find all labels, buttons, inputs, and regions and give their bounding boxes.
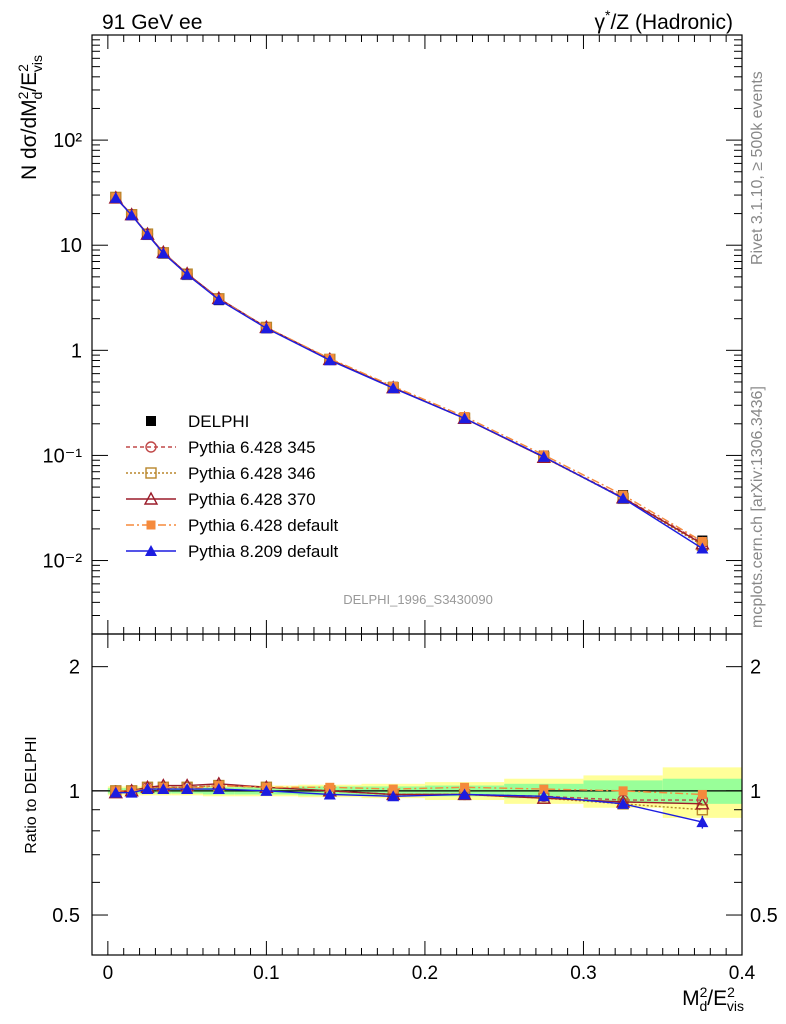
ratio-point [260, 784, 273, 796]
legend-marker [143, 491, 159, 505]
ratio-frame [91, 633, 743, 956]
ratio-point [696, 804, 709, 816]
legend-marker [145, 441, 157, 453]
series-point [458, 412, 471, 424]
right-title: γ*/Z (Hadronic) [595, 7, 733, 34]
series-point [323, 354, 336, 366]
y-axis-label-bottom: Ratio to DELPHI [23, 736, 40, 853]
legend: DELPHI Pythia 6.428 345 Pythia 6.428 346 Py… [126, 412, 339, 561]
main-axis-label: N dσ/dM2d/E2vis [15, 55, 45, 180]
legend-marker [145, 467, 157, 479]
legend-label: DELPHI [188, 412, 249, 431]
ratio-point [323, 788, 336, 800]
x-axis-title: M2 d/E2 vis [682, 984, 744, 1014]
ratio-tick-label-right: 0.5 [750, 905, 778, 927]
x-axis-label: M2 d/E2 vis [682, 984, 744, 1014]
x-tick-label: 0.4 [729, 963, 756, 984]
series-point [696, 542, 709, 554]
series-point [260, 322, 273, 334]
ratio-point [157, 783, 170, 795]
ratio-tick-label-left: 0.5 [52, 905, 80, 927]
ratio-point [537, 790, 550, 802]
y-tick-label: 10⁻¹ [43, 445, 83, 467]
ratio-point [141, 783, 154, 795]
y-tick-label: 10⁻² [43, 551, 83, 573]
x-tick-label: 0.1 [253, 963, 279, 984]
ratio-point [539, 784, 549, 794]
ratio-point [212, 783, 225, 795]
legend-marker [145, 545, 157, 556]
series-point [181, 268, 194, 280]
ratio-point [695, 796, 710, 810]
y-axis-label-top: N dσ/dM2d/E2vis [15, 55, 45, 180]
rivet-label: Rivet 3.1.10, ≥ 500k events [749, 71, 766, 265]
ratio-tick-label-left: 2 [69, 657, 80, 679]
ratio-point [617, 797, 630, 809]
ratio-tick-label-right: 1 [750, 781, 761, 803]
ratio-point [109, 786, 122, 798]
series-point [387, 382, 400, 394]
legend-label: Pythia 8.209 default [188, 542, 339, 561]
left-title: 91 GeV ee [102, 11, 202, 34]
series-point [537, 450, 550, 462]
ratio-point [181, 783, 194, 795]
series-point [109, 191, 122, 203]
ratio-tick-label-left: 1 [69, 781, 80, 803]
ratio-point [697, 789, 707, 799]
ratio-point [458, 788, 471, 800]
series-point [212, 293, 225, 305]
legend-label: Pythia 6.428 default [188, 516, 339, 535]
ratio-point [125, 786, 138, 798]
legend-label: Pythia 6.428 346 [188, 464, 316, 483]
analysis-id: DELPHI_1996_S3430090 [343, 592, 493, 607]
main-panel: 10⁻² 10⁻¹ 1 10 10² [43, 34, 743, 955]
ratio-tick-label-right: 2 [750, 657, 761, 679]
x-tick-label: 0.3 [570, 963, 596, 984]
legend-marker [146, 416, 156, 426]
ratio-point [618, 786, 628, 796]
ratio-point [325, 782, 335, 792]
mcplots-label: mcplots.cern.ch [arXiv:1306.3436] [749, 386, 766, 628]
ratio-axis-label: Ratio to DELPHI [23, 736, 40, 853]
y-tick-label: 10² [53, 130, 82, 152]
legend-label: Pythia 6.428 345 [188, 438, 316, 457]
series-point [141, 228, 154, 240]
ratio-point [460, 782, 470, 792]
ratio-point [387, 790, 400, 802]
ratio-panel: 0 0.1 0.2 0.3 0.4 0.5 0.5 1 1 2 2 [52, 633, 778, 984]
x-tick-label: 0.2 [412, 963, 438, 984]
ratio-point [388, 784, 398, 794]
series-point [617, 492, 630, 504]
y-tick-label: 1 [71, 340, 82, 362]
y-tick-label: 10 [60, 235, 82, 257]
x-tick-label: 0 [103, 963, 114, 984]
legend-label: Pythia 6.428 370 [188, 490, 316, 509]
series-point [697, 536, 707, 546]
legend-marker [146, 520, 156, 530]
series-point [157, 247, 170, 259]
series-point [125, 209, 138, 221]
